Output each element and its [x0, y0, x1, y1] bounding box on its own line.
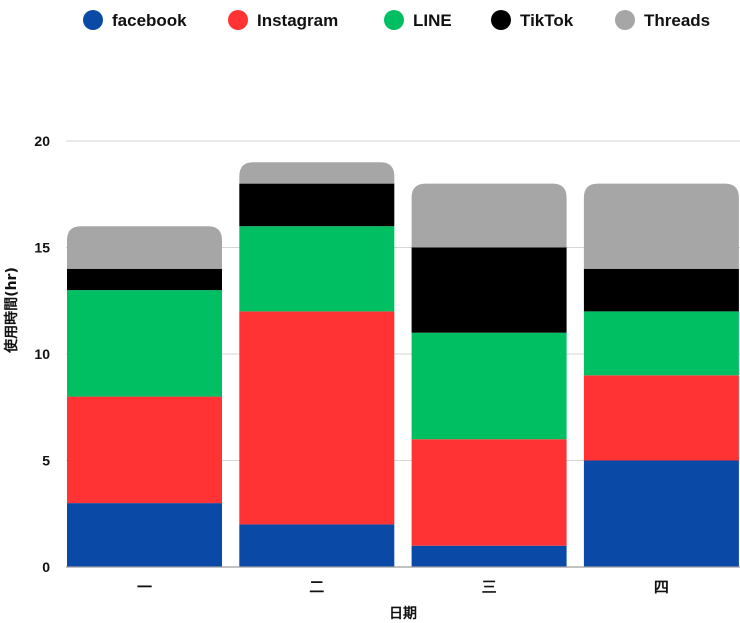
bar-line-4 — [583, 311, 739, 376]
bar-stack-4 — [583, 183, 739, 567]
legend-label-line: LINE — [413, 11, 452, 30]
bar-instagram-3 — [411, 439, 567, 546]
y-tick-label-10: 10 — [34, 346, 50, 362]
bar-line-3 — [411, 332, 567, 440]
bar-threads-3 — [411, 183, 567, 248]
bar-threads-2 — [239, 162, 395, 184]
x-axis-ticks: 一二三四 — [137, 578, 669, 596]
y-tick-label-15: 15 — [34, 240, 50, 256]
y-tick-label-20: 20 — [34, 133, 50, 149]
bar-tiktok-2 — [239, 183, 395, 227]
bar-tiktok-4 — [583, 268, 739, 312]
bar-threads-1 — [67, 226, 222, 269]
x-tick-label-4: 四 — [654, 578, 669, 596]
bar-instagram-1 — [67, 396, 222, 504]
bar-line-2 — [239, 226, 395, 312]
legend-item-tiktok: TikTok — [491, 10, 574, 30]
bar-stack-3 — [411, 183, 567, 567]
bar-tiktok-3 — [411, 247, 567, 333]
bar-tiktok-1 — [67, 268, 222, 291]
bar-facebook-4 — [583, 460, 739, 567]
x-axis-label: 日期 — [389, 606, 417, 622]
legend-item-facebook: facebook — [83, 10, 187, 30]
x-tick-label-1: 一 — [137, 578, 152, 596]
legend-swatch-facebook — [83, 10, 103, 30]
bar-stack-2 — [239, 162, 395, 567]
legend: facebook Instagram LINE TikTok Threads — [83, 10, 710, 30]
legend-swatch-line — [384, 10, 404, 30]
x-tick-label-2: 二 — [309, 578, 324, 596]
bar-facebook-3 — [411, 545, 567, 567]
bar-instagram-4 — [583, 375, 739, 461]
bar-instagram-2 — [239, 311, 395, 525]
x-tick-label-3: 三 — [482, 578, 497, 596]
bar-facebook-2 — [239, 524, 395, 567]
legend-swatch-threads — [615, 10, 635, 30]
legend-label-facebook: facebook — [112, 11, 187, 30]
legend-label-instagram: Instagram — [257, 11, 338, 30]
y-axis-label: 使用時間(hr) — [3, 267, 20, 354]
legend-swatch-instagram — [228, 10, 248, 30]
legend-item-threads: Threads — [615, 10, 710, 30]
bar-stack-1 — [67, 226, 222, 567]
legend-item-instagram: Instagram — [228, 10, 338, 30]
bar-facebook-1 — [67, 503, 222, 567]
legend-swatch-tiktok — [491, 10, 511, 30]
legend-item-line: LINE — [384, 10, 452, 30]
y-tick-label-0: 0 — [42, 559, 50, 575]
bar-line-1 — [67, 290, 222, 397]
bar-threads-4 — [583, 183, 739, 269]
bars — [67, 162, 739, 567]
legend-label-threads: Threads — [644, 11, 710, 30]
legend-label-tiktok: TikTok — [520, 11, 574, 30]
y-axis-ticks: 0 5 10 15 20 — [34, 133, 50, 575]
y-tick-label-5: 5 — [42, 453, 50, 469]
